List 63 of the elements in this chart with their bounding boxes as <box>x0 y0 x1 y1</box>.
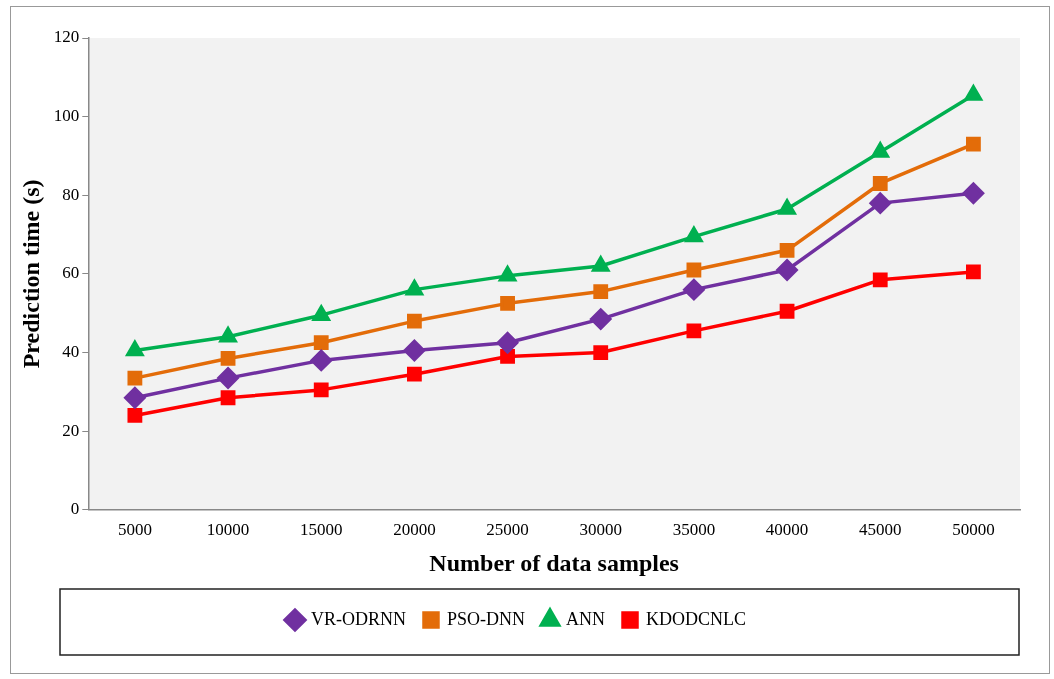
point <box>406 366 422 382</box>
y-tick-label: 0 <box>70 499 80 519</box>
point <box>778 199 796 215</box>
point <box>403 339 426 362</box>
point <box>310 349 332 372</box>
x-tick-label: 25000 <box>486 520 529 540</box>
point <box>962 182 985 205</box>
x-tick-label: 5000 <box>117 520 152 540</box>
y-tick-label: 80 <box>62 184 80 204</box>
point <box>127 370 143 386</box>
point <box>220 390 236 406</box>
point <box>593 345 609 360</box>
y-tick-label: 120 <box>53 27 80 47</box>
point <box>776 259 798 281</box>
x-tick-label: 20000 <box>393 520 436 540</box>
point <box>217 367 239 389</box>
point <box>779 242 795 258</box>
y-tick-label: 60 <box>62 263 80 283</box>
point <box>220 351 236 366</box>
point <box>593 284 609 299</box>
point <box>219 327 237 343</box>
x-tick-label: 30000 <box>579 520 622 540</box>
x-tick-label: 10000 <box>206 520 250 540</box>
y-axis-title: Prediction time (s) <box>17 179 44 369</box>
point <box>683 278 705 301</box>
legend-label: PSO-DNN <box>447 608 526 629</box>
legend-label: KDODCNLC <box>646 608 747 629</box>
point <box>686 262 702 278</box>
point <box>592 256 610 272</box>
point <box>406 313 422 329</box>
point <box>313 335 329 351</box>
y-tick-label: 40 <box>62 342 80 361</box>
point <box>405 279 424 296</box>
point <box>500 349 515 364</box>
point <box>124 387 146 409</box>
point <box>127 408 143 423</box>
point <box>496 331 519 354</box>
y-tick-label: 20 <box>62 420 80 440</box>
point <box>313 382 329 398</box>
x-tick-label: 50000 <box>952 520 995 540</box>
point <box>498 266 517 282</box>
point <box>869 192 891 214</box>
point <box>126 340 144 357</box>
legend-label: VR-ODRNN <box>310 608 407 629</box>
point <box>872 176 888 191</box>
point <box>589 308 612 330</box>
x-tick-label: 45000 <box>858 520 902 540</box>
point <box>312 305 330 321</box>
y-tick-label: 100 <box>53 106 80 126</box>
point <box>964 85 983 101</box>
point <box>779 303 795 319</box>
point <box>966 136 981 152</box>
x-tick-label: 40000 <box>765 520 809 540</box>
point <box>685 226 703 243</box>
x-axis-title: Number of data samples <box>429 549 679 576</box>
x-tick-label: 15000 <box>299 520 343 540</box>
legend-label: ANN <box>566 608 606 629</box>
point <box>871 142 889 158</box>
point <box>966 264 981 280</box>
point <box>872 272 888 288</box>
point <box>686 323 702 339</box>
point <box>500 295 515 311</box>
x-tick-label: 35000 <box>672 520 716 540</box>
